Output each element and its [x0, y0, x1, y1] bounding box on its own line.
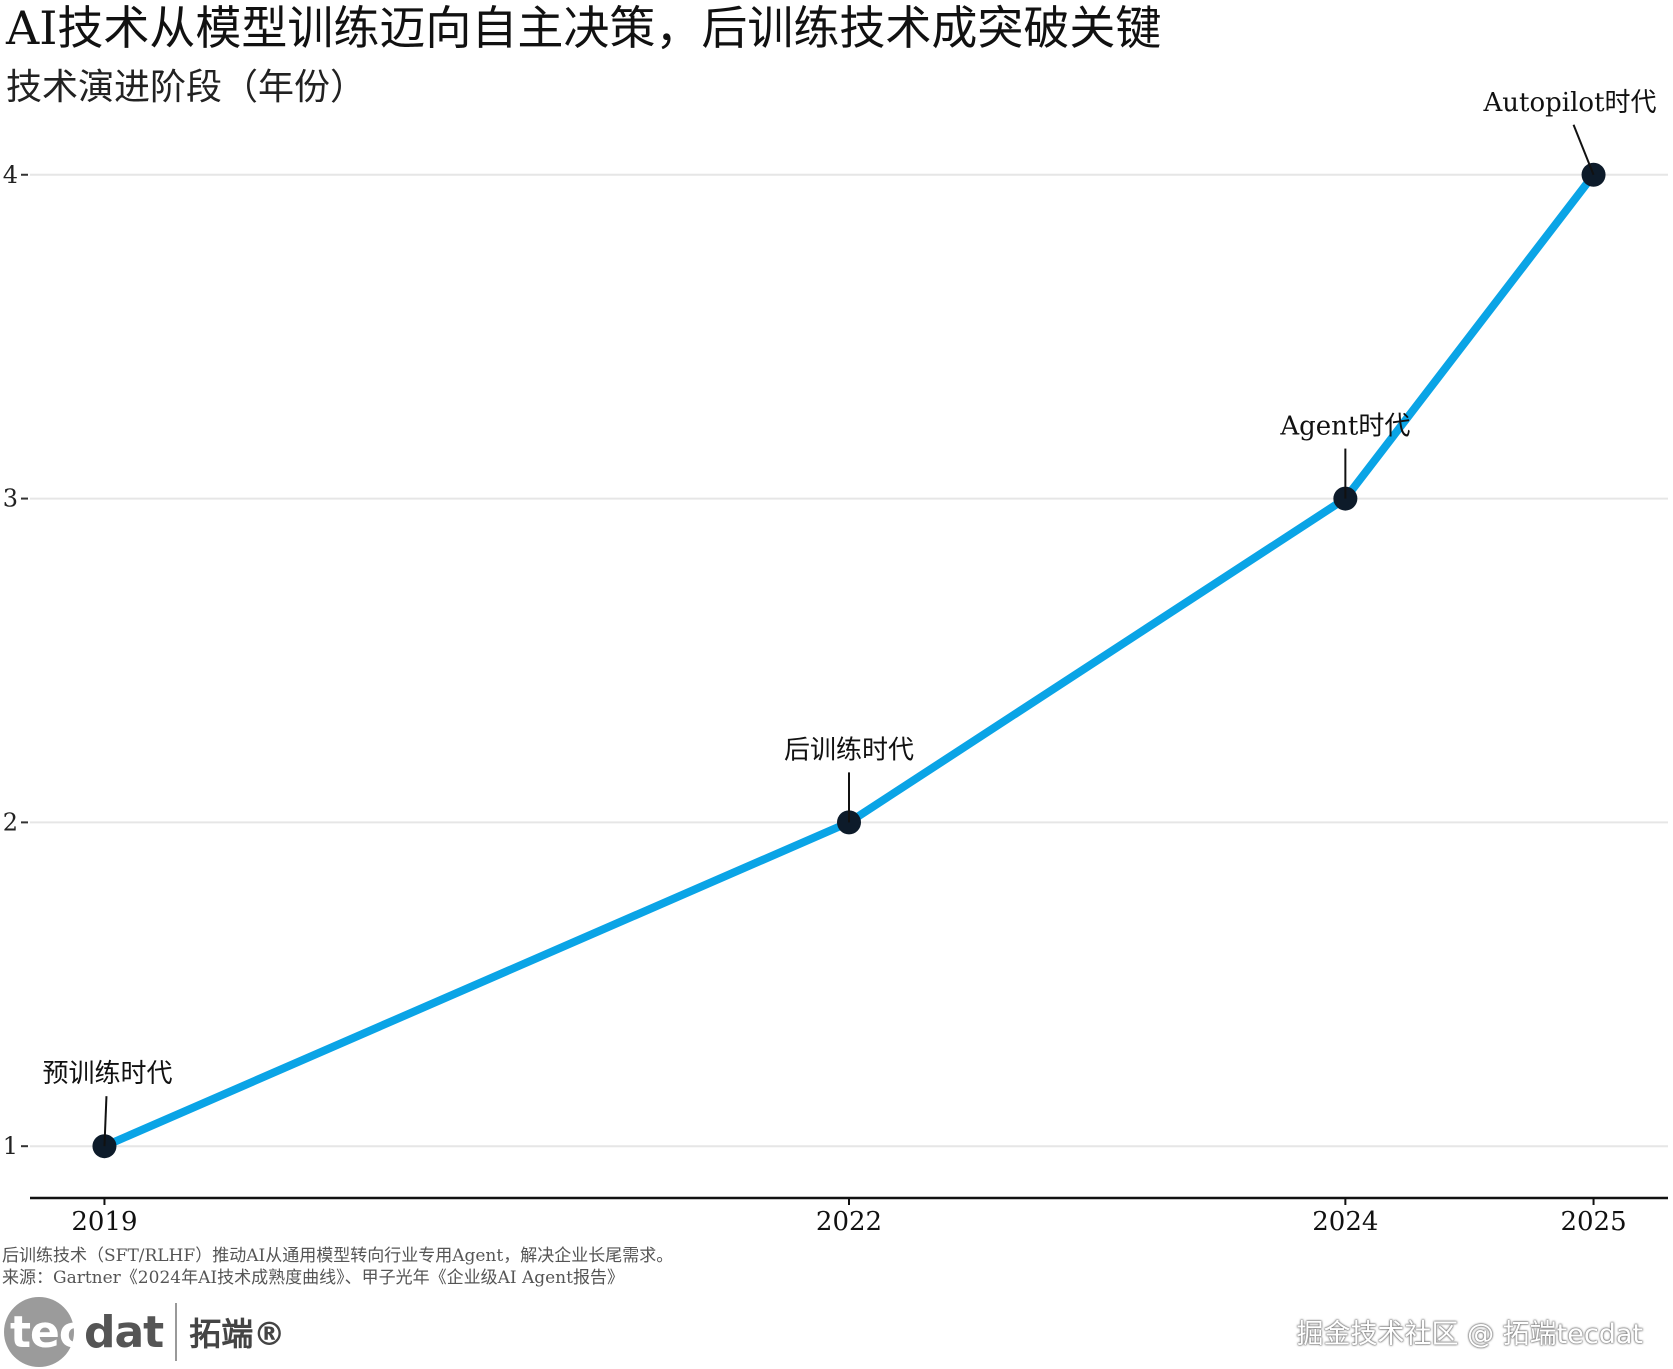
x-tick-label: 2022 — [816, 1207, 882, 1237]
chart-title: AI技术从模型训练迈向自主决策，后训练技术成突破关键 — [6, 1, 1162, 55]
axes: 1 2 3 4 2019 2022 2024 2025 — [3, 161, 1668, 1237]
label-leader-line — [1572, 124, 1595, 176]
tecdat-logo: tecdat 拓端® — [4, 1295, 285, 1369]
y-tick-label: 1 — [3, 1132, 18, 1160]
series-line — [92, 162, 1606, 1159]
point-labels: 预训练时代 后训练时代 Agent时代 Autopilot时代 — [42, 88, 1657, 1147]
x-tick-label: 2019 — [71, 1207, 137, 1237]
y-tick-label: 3 — [3, 485, 18, 513]
logo-cn-text: 拓端® — [189, 1315, 286, 1353]
x-tick-label: 2025 — [1560, 1207, 1626, 1237]
point-label: Agent时代 — [1279, 412, 1410, 442]
x-tick-label: 2024 — [1312, 1207, 1378, 1237]
gridlines — [30, 173, 1668, 1148]
series-line-path — [100, 170, 1598, 1151]
logo-divider — [175, 1303, 178, 1361]
point-label: Autopilot时代 — [1483, 88, 1657, 118]
y-tick-label: 2 — [3, 808, 18, 836]
chart-note: 后训练技术（SFT/RLHF）推动AI从通用模型转向行业专用Agent，解决企业… — [2, 1246, 674, 1266]
point-label: 后训练时代 — [784, 735, 914, 765]
watermark: 掘金技术社区 @ 拓端tecdat — [1296, 1319, 1643, 1350]
label-leader-line — [103, 1096, 108, 1147]
chart-subtitle: 技术演进阶段（年份） — [6, 67, 367, 108]
logo-circle — [4, 1297, 74, 1367]
logo-wordmark: tecdat — [10, 1306, 164, 1358]
chart-source: 来源：Gartner《2024年AI技术成熟度曲线》、甲子光年《企业级AI Ag… — [2, 1268, 624, 1288]
y-tick-label: 4 — [3, 161, 18, 189]
point-label: 预训练时代 — [42, 1059, 172, 1089]
